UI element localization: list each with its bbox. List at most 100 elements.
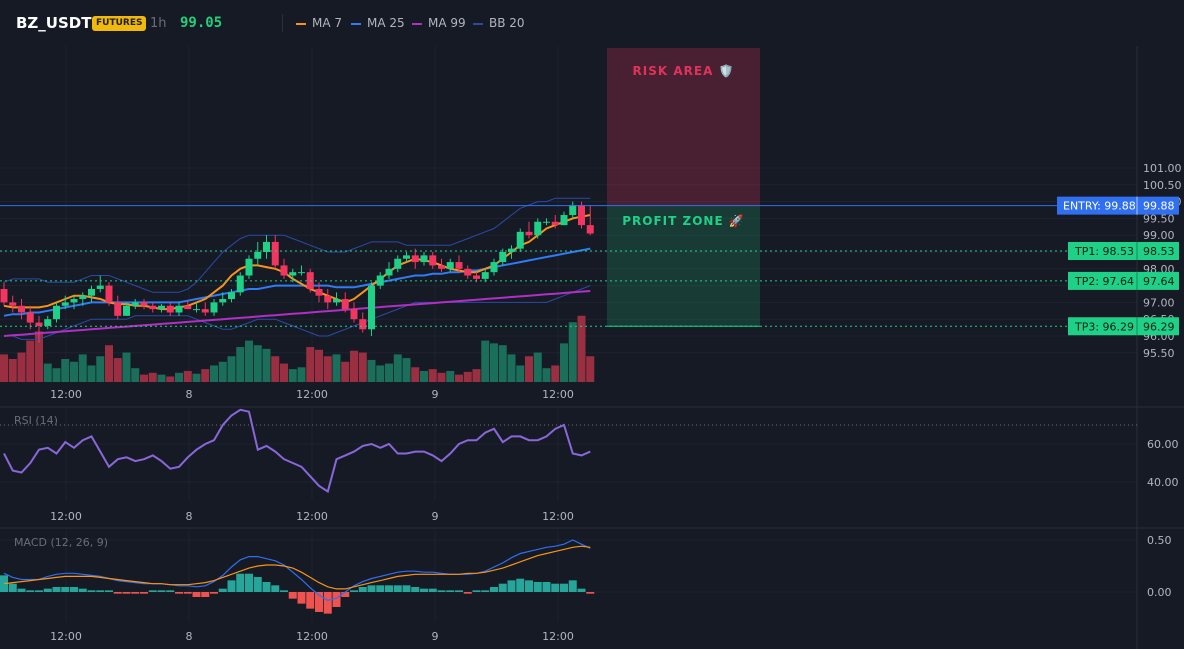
- macd-histogram-bar: [271, 585, 280, 592]
- volume-bar: [332, 354, 341, 382]
- volume-bar: [568, 322, 577, 382]
- time-axis-label: 12:00: [50, 510, 82, 523]
- candle-body: [551, 221, 559, 226]
- volume-bar: [498, 345, 507, 382]
- time-axis-label: 12:00: [296, 388, 328, 401]
- macd-histogram-bar: [183, 592, 192, 594]
- candle-body: [0, 288, 8, 303]
- legend-ma25[interactable]: MA 25: [351, 16, 405, 30]
- volume-bar: [262, 348, 271, 382]
- volume-bar: [341, 361, 350, 382]
- tp-tag: [1068, 271, 1179, 290]
- volume-bar: [402, 358, 411, 382]
- candle-body: [315, 288, 323, 296]
- legend-ma99[interactable]: MA 99: [412, 16, 466, 30]
- time-axis-label: 12:00: [296, 510, 328, 523]
- symbol-name[interactable]: BZ_USDT: [16, 14, 92, 32]
- macd-histogram-bar: [236, 573, 245, 592]
- macd-histogram-bar: [52, 587, 61, 592]
- candle-body: [271, 241, 279, 266]
- candle-body: [385, 268, 393, 276]
- volume-bar: [113, 358, 122, 382]
- volume-bar: [516, 365, 525, 382]
- macd-histogram-bar: [516, 578, 525, 592]
- volume-bar: [288, 369, 297, 382]
- volume-bar: [560, 343, 568, 382]
- candle-body: [438, 265, 445, 269]
- macd-histogram-bar: [166, 590, 175, 592]
- candle-body: [158, 305, 165, 310]
- futures-badge: FUTURES: [92, 16, 147, 31]
- candle-body: [53, 305, 60, 320]
- price-axis-label: 95.50: [1143, 347, 1175, 360]
- volume-bar: [140, 374, 148, 382]
- macd-histogram-bar: [43, 588, 52, 592]
- candle-body: [18, 305, 25, 313]
- volume-bar: [367, 359, 376, 382]
- time-axis-label: 12:00: [50, 630, 82, 643]
- candle-body: [341, 299, 349, 310]
- volume-bar: [218, 361, 227, 382]
- volume-bar: [43, 363, 52, 382]
- candle-body: [79, 295, 87, 300]
- volume-bar: [148, 372, 157, 382]
- candle-body: [525, 231, 533, 236]
- macd-histogram-bar: [420, 588, 428, 592]
- volume-bar: [446, 370, 455, 382]
- candle-body: [481, 272, 489, 279]
- volume-bar: [192, 373, 201, 382]
- candle-body: [455, 262, 463, 269]
- time-axis-label: 12:00: [542, 388, 574, 401]
- volume-bar: [78, 354, 87, 382]
- candle-body: [280, 265, 288, 276]
- volume-bar: [551, 365, 560, 382]
- macd-histogram-bar: [245, 573, 253, 592]
- candle-body: [123, 305, 130, 316]
- candle-body: [403, 255, 410, 259]
- volume-bar: [393, 354, 402, 382]
- volume-bar: [131, 368, 140, 382]
- volume-bar: [315, 349, 323, 382]
- macd-histogram-bar: [393, 585, 402, 592]
- profit-zone-label: PROFIT ZONE 🚀: [622, 214, 745, 228]
- candle-body: [324, 295, 332, 303]
- volume-bar: [175, 372, 183, 382]
- legend-swatch: [473, 22, 483, 25]
- volume-bar: [17, 352, 26, 382]
- volume-bar: [96, 356, 105, 382]
- tp-tag: [1068, 317, 1179, 336]
- header-divider: [282, 14, 283, 32]
- legend-bb20[interactable]: BB 20: [473, 16, 525, 30]
- time-axis-label: 12:00: [296, 630, 328, 643]
- tp-tag: [1068, 241, 1179, 260]
- last-price: 99.05: [180, 15, 223, 31]
- timeframe-selector[interactable]: 1h: [150, 16, 167, 31]
- macd-histogram-bar: [297, 592, 306, 604]
- volume-bars: [0, 315, 595, 382]
- macd-histogram-bar: [26, 590, 35, 592]
- volume-bar: [253, 345, 262, 382]
- legend-ma7[interactable]: MA 7: [296, 16, 342, 30]
- candle-body: [333, 299, 340, 303]
- rsi-axis-label: 40.00: [1147, 476, 1179, 489]
- candle-body: [569, 204, 577, 216]
- volume-bar: [201, 369, 210, 382]
- risk-area-label: RISK AREA 🛡️: [633, 64, 735, 78]
- volume-bar: [8, 359, 17, 382]
- macd-histogram-bar: [8, 583, 17, 592]
- candle-body: [359, 319, 367, 330]
- macd-histogram-bar: [175, 592, 183, 594]
- macd-histogram-bar: [78, 588, 87, 592]
- volume-bar: [210, 365, 218, 382]
- volume-bar: [542, 368, 551, 382]
- macd-signal-line: [3, 545, 591, 590]
- candle-body: [298, 272, 305, 274]
- rsi-axis-label: 60.00: [1147, 438, 1179, 451]
- candle-body: [394, 258, 402, 269]
- macd-histogram-bar: [463, 592, 472, 594]
- volume-bar: [455, 374, 463, 382]
- entry-tag: [1057, 196, 1179, 215]
- candle-body: [193, 309, 200, 311]
- macd-axis-label: 0.00: [1147, 586, 1172, 599]
